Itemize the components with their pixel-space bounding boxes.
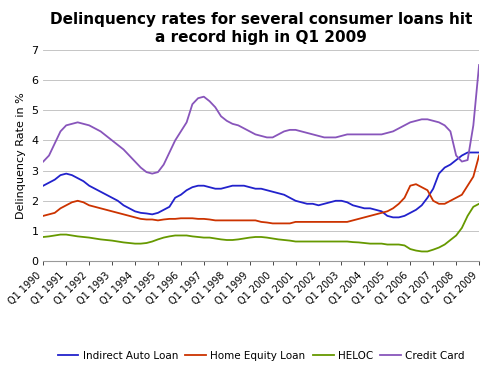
Indirect Auto Loan: [476, 150, 482, 155]
Credit Card: [476, 63, 482, 67]
Line: Credit Card: Credit Card: [44, 65, 479, 174]
Line: HELOC: HELOC: [44, 204, 479, 252]
Indirect Auto Loan: [281, 192, 287, 197]
Indirect Auto Loan: [190, 185, 196, 190]
Home Equity Loan: [270, 221, 276, 226]
Indirect Auto Loan: [184, 188, 190, 192]
Credit Card: [224, 119, 230, 123]
Credit Card: [126, 153, 132, 158]
HELOC: [218, 237, 224, 242]
Credit Card: [149, 171, 155, 176]
Credit Card: [190, 102, 196, 106]
Y-axis label: Delinquency Rate in %: Delinquency Rate in %: [16, 92, 26, 219]
Line: Indirect Auto Loan: Indirect Auto Loan: [44, 152, 479, 217]
Credit Card: [195, 96, 201, 101]
Credit Card: [235, 123, 241, 127]
Home Equity Loan: [190, 216, 196, 220]
HELOC: [230, 238, 235, 242]
Credit Card: [287, 127, 293, 132]
Indirect Auto Loan: [126, 206, 132, 211]
Indirect Auto Loan: [218, 186, 224, 191]
Home Equity Loan: [184, 216, 190, 220]
Home Equity Loan: [287, 221, 293, 226]
Indirect Auto Loan: [464, 150, 470, 155]
HELOC: [281, 238, 287, 242]
Home Equity Loan: [218, 218, 224, 223]
Home Equity Loan: [476, 153, 482, 158]
HELOC: [476, 202, 482, 206]
Home Equity Loan: [126, 214, 132, 218]
HELOC: [40, 235, 46, 239]
Legend: Indirect Auto Loan, Home Equity Loan, HELOC, Credit Card: Indirect Auto Loan, Home Equity Loan, HE…: [54, 347, 469, 365]
Home Equity Loan: [230, 218, 235, 223]
HELOC: [184, 233, 190, 238]
HELOC: [418, 249, 424, 254]
Title: Delinquency rates for several consumer loans hit
a record high in Q1 2009: Delinquency rates for several consumer l…: [50, 12, 472, 45]
Indirect Auto Loan: [40, 184, 46, 188]
Credit Card: [40, 159, 46, 164]
HELOC: [190, 234, 196, 239]
Indirect Auto Loan: [390, 215, 396, 220]
Home Equity Loan: [40, 214, 46, 218]
Line: Home Equity Loan: Home Equity Loan: [44, 156, 479, 223]
Indirect Auto Loan: [230, 184, 235, 188]
HELOC: [126, 241, 132, 245]
